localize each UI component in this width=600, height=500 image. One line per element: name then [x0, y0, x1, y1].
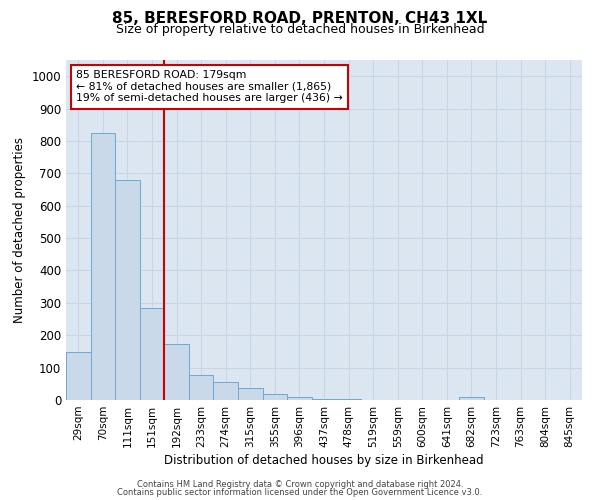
- Bar: [263, 394, 287, 400]
- Bar: [238, 388, 263, 400]
- Bar: [140, 308, 164, 400]
- Text: Contains public sector information licensed under the Open Government Licence v3: Contains public sector information licen…: [118, 488, 482, 497]
- Text: 85, BERESFORD ROAD, PRENTON, CH43 1XL: 85, BERESFORD ROAD, PRENTON, CH43 1XL: [112, 11, 488, 26]
- Bar: [287, 398, 312, 400]
- Bar: [312, 398, 336, 400]
- Text: 85 BERESFORD ROAD: 179sqm
← 81% of detached houses are smaller (1,865)
19% of se: 85 BERESFORD ROAD: 179sqm ← 81% of detac…: [76, 70, 343, 103]
- Text: Size of property relative to detached houses in Birkenhead: Size of property relative to detached ho…: [116, 22, 484, 36]
- Bar: [115, 180, 140, 400]
- Bar: [164, 344, 189, 400]
- Bar: [336, 398, 361, 400]
- Y-axis label: Number of detached properties: Number of detached properties: [13, 137, 26, 323]
- Bar: [459, 397, 484, 400]
- Bar: [66, 352, 91, 400]
- Bar: [214, 382, 238, 400]
- Bar: [189, 374, 214, 400]
- Bar: [91, 133, 115, 400]
- Text: Contains HM Land Registry data © Crown copyright and database right 2024.: Contains HM Land Registry data © Crown c…: [137, 480, 463, 489]
- X-axis label: Distribution of detached houses by size in Birkenhead: Distribution of detached houses by size …: [164, 454, 484, 467]
